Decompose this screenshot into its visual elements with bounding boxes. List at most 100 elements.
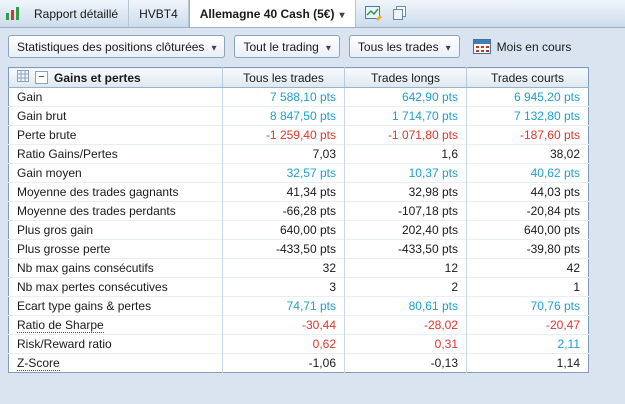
tab-label: HVBT4 <box>139 6 178 21</box>
row-label: Gain moyen <box>8 163 223 183</box>
cell-value: 2 <box>344 277 467 297</box>
dropdown-label: Statistiques des positions clôturées <box>17 39 205 54</box>
table-row: Nb max gains consécutifs 32 12 42 <box>8 258 589 278</box>
table-row: Perte brute -1 259,40 pts -1 071,80 pts -18… <box>8 125 589 145</box>
chevron-down-icon <box>446 40 451 54</box>
table-row: Risk/Reward ratio 0,62 0,31 2,11 <box>8 334 589 354</box>
row-label: Moyenne des trades perdants <box>8 201 223 221</box>
tab-hvbt4[interactable]: HVBT4 <box>129 0 189 27</box>
cell-value: 1 <box>466 277 589 297</box>
row-label: Gain <box>8 87 223 107</box>
row-label: Ecart type gains & pertes <box>8 296 223 316</box>
cell-value: 10,37 pts <box>344 163 467 183</box>
cell-value: 32,57 pts <box>222 163 345 183</box>
row-label: Z-Score <box>8 353 223 373</box>
trading-scope-dropdown[interactable]: Tout le trading <box>234 35 340 58</box>
column-header-trades-longs[interactable]: Trades longs <box>344 67 467 88</box>
chart-edit-icon[interactable] <box>364 5 384 23</box>
row-label: Plus grosse perte <box>8 239 223 259</box>
row-label: Plus gros gain <box>8 220 223 240</box>
table-title: Gains et pertes <box>54 70 141 85</box>
cell-value: -20,84 pts <box>466 201 589 221</box>
period-selector[interactable]: Mois en cours <box>472 37 572 57</box>
gains-pertes-table: − Gains et pertes Tous les trades Trades… <box>8 67 625 373</box>
cell-value: 32 <box>222 258 345 278</box>
tab-label: Rapport détaillé <box>34 6 119 21</box>
table-row: Z-Score -1,06 -0,13 1,14 <box>8 353 589 373</box>
tab-label: Allemagne 40 Cash (5€) <box>199 6 335 21</box>
cell-value: 40,62 pts <box>466 163 589 183</box>
table-header-row: − Gains et pertes Tous les trades Trades… <box>8 67 589 88</box>
cell-value: 202,40 pts <box>344 220 467 240</box>
table-row: Gain moyen 32,57 pts 10,37 pts 40,62 pts <box>8 163 589 183</box>
column-chooser-icon[interactable] <box>17 70 29 85</box>
column-header-trades-courts[interactable]: Trades courts <box>466 67 589 88</box>
calendar-icon <box>472 37 491 57</box>
collapse-icon[interactable]: − <box>35 71 48 84</box>
cell-value: 38,02 <box>466 144 589 164</box>
cell-value: 32,98 pts <box>344 182 467 202</box>
cell-value: 640,00 pts <box>466 220 589 240</box>
cell-value: -107,18 pts <box>344 201 467 221</box>
row-label: Nb max pertes consécutives <box>8 277 223 297</box>
cell-value: -0,13 <box>344 353 467 373</box>
row-label: Nb max gains consécutifs <box>8 258 223 278</box>
cell-value: -433,50 pts <box>222 239 345 259</box>
cell-value: 74,71 pts <box>222 296 345 316</box>
table-row: Moyenne des trades gagnants 41,34 pts 32,9… <box>8 182 589 202</box>
trades-filter-dropdown[interactable]: Tous les trades <box>348 35 460 58</box>
cell-value: 7 132,80 pts <box>466 106 589 126</box>
tab-allemagne-40-cash[interactable]: Allemagne 40 Cash (5€) <box>188 0 356 27</box>
cell-value: -1 071,80 pts <box>344 125 467 145</box>
row-label: Ratio de Sharpe <box>8 315 223 335</box>
cell-value: 41,34 pts <box>222 182 345 202</box>
cell-value: 0,62 <box>222 334 345 354</box>
cell-value: -187,60 pts <box>466 125 589 145</box>
copy-icon[interactable] <box>390 5 410 23</box>
cell-value: -1 259,40 pts <box>222 125 345 145</box>
cell-value: -20,47 <box>466 315 589 335</box>
cell-value: 1 714,70 pts <box>344 106 467 126</box>
table-row: Ratio Gains/Pertes 7,03 1,6 38,02 <box>8 144 589 164</box>
table-row: Gain 7 588,10 pts 642,90 pts 6 945,20 pts <box>8 87 589 107</box>
chevron-down-icon[interactable] <box>339 7 344 21</box>
cell-value: -433,50 pts <box>344 239 467 259</box>
cell-value: 42 <box>466 258 589 278</box>
cell-value: 8 847,50 pts <box>222 106 345 126</box>
row-label: Gain brut <box>8 106 223 126</box>
cell-value: -28,02 <box>344 315 467 335</box>
cell-value: 3 <box>222 277 345 297</box>
table-row: Plus grosse perte -433,50 pts -433,50 pts -… <box>8 239 589 259</box>
table-row: Nb max pertes consécutives 3 2 1 <box>8 277 589 297</box>
stats-type-dropdown[interactable]: Statistiques des positions clôturées <box>8 35 226 58</box>
tab-rapport-detaille[interactable]: Rapport détaillé <box>24 0 130 27</box>
cell-value: 7 588,10 pts <box>222 87 345 107</box>
cell-value: 12 <box>344 258 467 278</box>
cell-value: 0,31 <box>344 334 467 354</box>
cell-value: 1,14 <box>466 353 589 373</box>
period-label: Mois en cours <box>496 39 572 54</box>
column-header-tous-les-trades[interactable]: Tous les trades <box>222 67 345 88</box>
cell-value: 80,61 pts <box>344 296 467 316</box>
cell-value: 642,90 pts <box>344 87 467 107</box>
table-row: Moyenne des trades perdants -66,28 pts -10… <box>8 201 589 221</box>
cell-value: 6 945,20 pts <box>466 87 589 107</box>
table-row: Plus gros gain 640,00 pts 202,40 pts 640,00… <box>8 220 589 240</box>
cell-value: 1,6 <box>344 144 467 164</box>
cell-value: 70,76 pts <box>466 296 589 316</box>
cell-value: 640,00 pts <box>222 220 345 240</box>
cell-value: 44,03 pts <box>466 182 589 202</box>
table-title-cell: − Gains et pertes <box>8 67 223 88</box>
chart-stats-icon <box>0 0 24 27</box>
table-row: Ecart type gains & pertes 74,71 pts 80,61 … <box>8 296 589 316</box>
cell-value: 2,11 <box>466 334 589 354</box>
filters-toolbar: Statistiques des positions clôturées Tou… <box>0 28 625 64</box>
cell-value: -66,28 pts <box>222 201 345 221</box>
table-row: Ratio de Sharpe -30,44 -28,02 -20,47 <box>8 315 589 335</box>
cell-value: -39,80 pts <box>466 239 589 259</box>
row-label: Perte brute <box>8 125 223 145</box>
dropdown-label: Tous les trades <box>357 39 439 54</box>
chevron-down-icon <box>326 40 331 54</box>
cell-value: -30,44 <box>222 315 345 335</box>
row-label: Ratio Gains/Pertes <box>8 144 223 164</box>
